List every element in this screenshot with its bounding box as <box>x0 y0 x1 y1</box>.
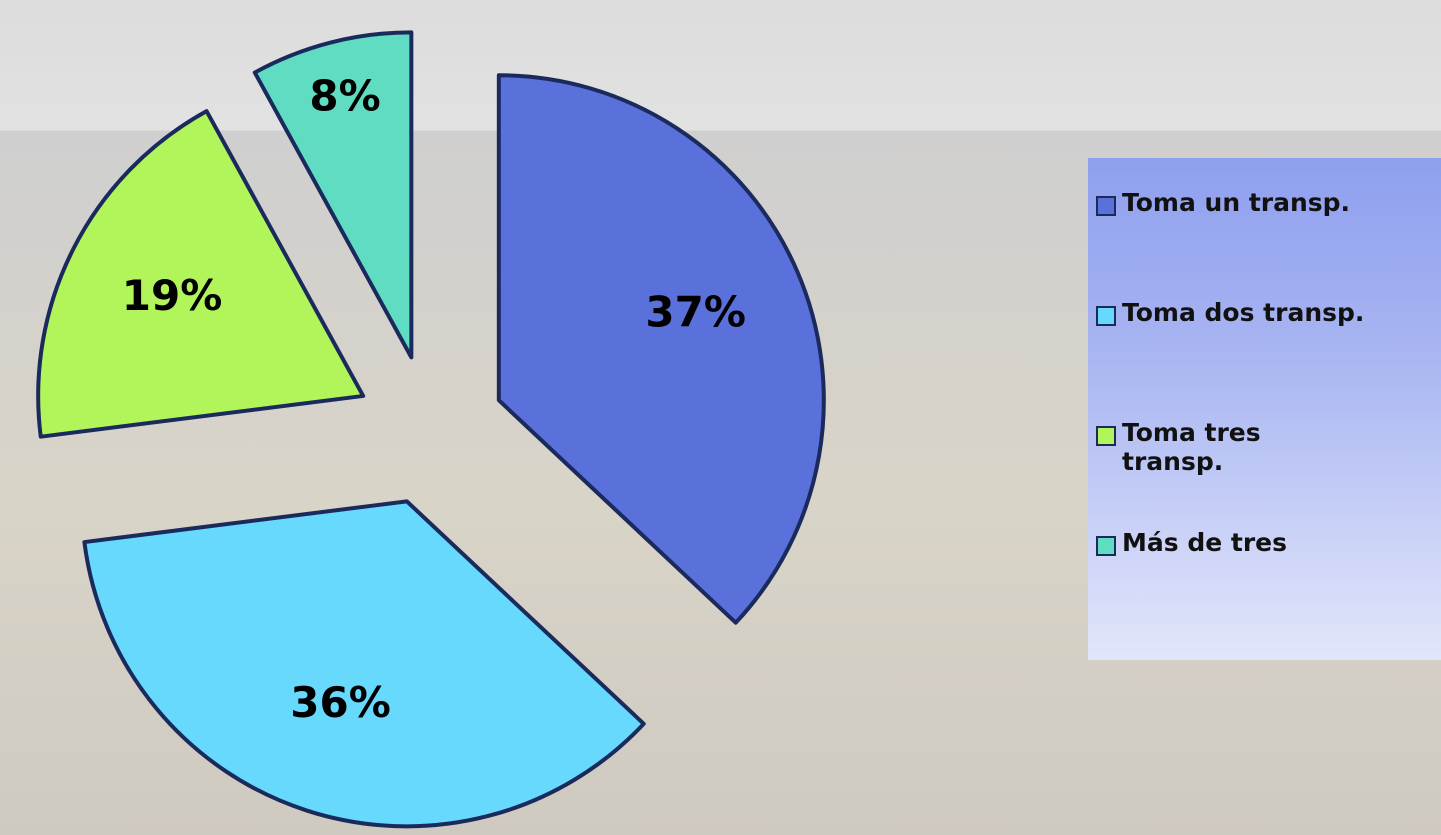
legend-label: Toma tres transp. <box>1122 418 1261 476</box>
value-label: 36% <box>290 678 391 727</box>
legend-swatch <box>1096 306 1116 326</box>
legend-item: Más de tres <box>1096 528 1436 557</box>
legend-label: Toma un transp. <box>1122 188 1351 217</box>
legend-item: Toma dos transp. <box>1096 298 1436 327</box>
legend-swatch <box>1096 536 1116 556</box>
value-label: 8% <box>309 72 380 121</box>
value-label: 19% <box>122 271 223 320</box>
legend-label: Toma dos transp. <box>1122 298 1365 327</box>
legend-item: Toma un transp. <box>1096 188 1436 217</box>
legend: Toma un transp. Toma dos transp. Toma tres… <box>1088 158 1441 660</box>
pie-chart: 37% 36% 19% 8% <box>36 30 826 829</box>
legend-item: Toma tres transp. <box>1096 418 1436 476</box>
legend-swatch <box>1096 196 1116 216</box>
pie-slice <box>252 30 414 360</box>
pie-slice <box>36 109 366 439</box>
value-label: 37% <box>645 288 746 337</box>
pie-slice <box>82 499 646 829</box>
legend-swatch <box>1096 426 1116 446</box>
pie-slice <box>496 73 826 625</box>
legend-label: Más de tres <box>1122 528 1288 557</box>
